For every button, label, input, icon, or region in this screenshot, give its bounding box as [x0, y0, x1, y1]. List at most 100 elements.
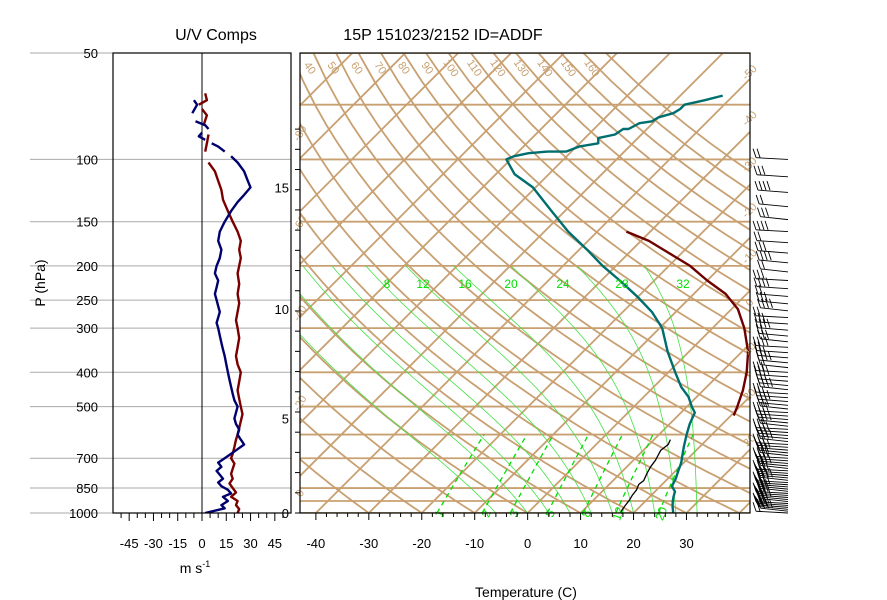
wind-barb-flag: [757, 494, 762, 504]
uv-y-tick-label: 200: [76, 259, 98, 274]
dry-adiabat-line: [402, 53, 750, 356]
moist-adiabat-line: [300, 333, 497, 513]
wind-barb-staff: [760, 507, 789, 512]
wind-barb-flag: [761, 489, 765, 499]
dry-adiabat-line: [425, 53, 750, 334]
wind-barb-flag: [761, 312, 766, 323]
moist-adiabat-line: [331, 265, 571, 513]
wind-barb-flag: [765, 479, 769, 489]
wind-barb-flag: [758, 180, 763, 191]
dry-adiabat-line: [560, 53, 750, 212]
moist-adiabat-lines: [300, 265, 698, 513]
isotherm-line: [300, 53, 671, 425]
wind-barb-flag: [764, 336, 769, 346]
temp-x-tick-label: -30: [359, 536, 378, 551]
wind-barb-flag: [752, 361, 757, 371]
wind-barb-flag: [752, 220, 757, 231]
wind-barb-flag: [757, 207, 761, 217]
height-axis-label: 0: [282, 506, 289, 521]
wind-barb-flag: [761, 355, 765, 365]
wind-barb-staff: [757, 293, 789, 297]
mixing-ratio-lines: [436, 434, 694, 513]
wind-barb-flag: [757, 443, 761, 453]
mixing-ratio-line: [546, 434, 590, 513]
wind-barb-flag: [761, 429, 765, 439]
skewt-title: 15P 151023/2152 ID=ADDF: [343, 27, 543, 44]
wind-barb-staff: [756, 410, 789, 414]
wind-barb-staff: [757, 354, 789, 359]
wind-barb-staff: [756, 174, 789, 178]
wind-barb-flag: [761, 479, 765, 489]
moist-adiabat-label: 12: [416, 277, 430, 291]
wind-barb-flag: [757, 414, 761, 424]
wind-barb-flag: [761, 298, 765, 308]
uv-y-tick-label: 100: [76, 152, 98, 167]
wind-barb-flag: [759, 291, 764, 302]
wind-barb-flag: [761, 365, 766, 375]
uv-x-tick-label: -30: [144, 536, 163, 551]
wind-barb-staff: [756, 510, 789, 514]
wind-barb-flag: [761, 377, 765, 387]
uv-x-tick-label: 30: [243, 536, 257, 551]
isotherm-line: [300, 53, 618, 372]
wind-barb-staff: [756, 286, 789, 290]
wind-barb-staff: [756, 427, 789, 430]
wind-barb-flag: [752, 148, 757, 158]
moist-adiabat-label: 28: [615, 277, 629, 291]
wind-barb-flag: [763, 411, 768, 421]
wind-barb-staff: [759, 332, 789, 337]
skewt-panel: 15P 151023/2152 ID=ADDF 40 50 60 70 80 90 100 1…: [275, 27, 760, 600]
wind-barb-flag: [761, 329, 765, 339]
uv-y-tick-label: 50: [84, 46, 98, 61]
dry-adiabat-line: [300, 295, 583, 513]
uv-xlabel-sup: -1: [202, 559, 210, 569]
wind-barb-flag: [769, 377, 773, 387]
dry-adiabat-lines: [300, 53, 750, 513]
wind-barb-flag: [764, 220, 769, 231]
wind-barb-staff: [760, 438, 789, 443]
mixing-ratio-line: [582, 434, 623, 513]
wind-barb-staff: [760, 338, 789, 343]
wind-barb-flag: [761, 414, 765, 424]
wind-barb-staff: [756, 374, 789, 378]
wind-barb-flag: [760, 220, 765, 231]
height-axis-label: 15: [275, 180, 289, 195]
wind-barb-flag: [764, 482, 769, 492]
wind-barb-staff: [756, 395, 789, 399]
wind-barb-flag: [763, 250, 768, 261]
wind-barb-flag: [761, 499, 765, 509]
uv-panel: U/V Comps 501001502002503004005007008501…: [30, 27, 292, 576]
wind-barb-flag: [764, 401, 769, 411]
wind-barb-flag: [756, 502, 761, 512]
wind-barb-staff: [760, 268, 789, 273]
moist-adiabat-label: 32: [676, 277, 690, 291]
wind-barb-staff: [759, 300, 789, 305]
wind-barb-flag: [756, 269, 761, 279]
wind-barb-staff: [756, 315, 789, 318]
wind-barb-flag: [757, 489, 761, 499]
wind-barb-flag: [765, 298, 769, 308]
wind-barb-flag: [762, 485, 767, 496]
wind-barb-flag: [765, 377, 769, 387]
dry-adiabat-label: 160: [581, 57, 601, 79]
wind-barb-staff: [759, 203, 789, 208]
wind-barb-flag: [765, 494, 770, 504]
wind-barb-flag: [755, 477, 760, 487]
wind-barb-flag: [765, 443, 769, 453]
dry-adiabat-label: 50: [325, 60, 342, 77]
wind-barb-flag: [766, 318, 771, 328]
wind-barb-flag: [767, 487, 772, 497]
wind-barb-flag: [756, 148, 761, 158]
wind-barb-flag: [767, 411, 772, 421]
dry-adiabat-line: [300, 335, 530, 513]
wind-barb-flag: [757, 456, 761, 466]
dry-adiabat-line: [300, 457, 371, 513]
wind-barb-flag: [754, 284, 759, 295]
wind-barb-flag: [757, 499, 761, 509]
wind-barb-staff: [756, 391, 789, 395]
wind-barb-flag: [755, 441, 760, 451]
wind-barb-flag: [759, 454, 764, 464]
wind-barb-flag: [759, 194, 764, 205]
series-dewpoint: [619, 439, 671, 513]
wind-barb-flag: [765, 462, 770, 472]
